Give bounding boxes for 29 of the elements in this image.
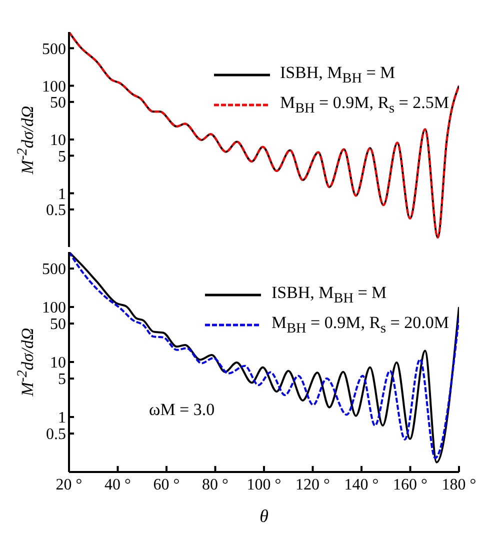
legend-label: ISBH, M$_{BH}$ = M xyxy=(271,282,387,308)
y-tick-label: 1 xyxy=(58,410,66,427)
y-tick-label: 50 xyxy=(50,94,66,112)
y-tick-label: 0.5 xyxy=(46,426,66,444)
y-tick-label: 5 xyxy=(58,371,66,388)
y-tick-label: 0.5 xyxy=(46,202,66,220)
x-tick-label: 20 ° xyxy=(56,476,82,494)
legend-label: M$_{BH}$ = 0.9M, R$_{s}$ = 20.0M xyxy=(271,312,449,338)
y-tick-label: 50 xyxy=(50,316,66,334)
x-axis-title: θ xyxy=(258,506,270,527)
y-tick-label: 10 xyxy=(50,354,66,372)
x-tick-label: 100 ° xyxy=(246,476,282,494)
y-tick-label: 5 xyxy=(58,148,66,166)
x-tick-label: 60 ° xyxy=(153,476,180,494)
x-tick-label: 120 ° xyxy=(296,476,330,494)
y-tick-label: 100 xyxy=(42,300,66,317)
x-tick-label: 180 ° xyxy=(442,476,476,494)
y-tick-label: 100 xyxy=(42,78,66,96)
x-tick-label: 80 ° xyxy=(202,476,228,494)
y-tick-label: 500 xyxy=(42,40,66,58)
annotation: ωM = 3.0 xyxy=(149,400,215,420)
y-tick-label: 500 xyxy=(42,261,66,278)
y-tick-label: 1 xyxy=(58,186,66,203)
x-tick-label: 160 ° xyxy=(393,476,428,494)
legend-label: ISBH, M$_{BH}$ = M xyxy=(280,62,396,88)
x-tick-label: 40 ° xyxy=(104,476,131,494)
x-tick-label: 140 ° xyxy=(344,476,379,494)
legend-label: M$_{BH}$ = 0.9M, R$_{s}$ = 2.5M xyxy=(280,92,449,118)
y-tick-label: 10 xyxy=(50,132,66,150)
